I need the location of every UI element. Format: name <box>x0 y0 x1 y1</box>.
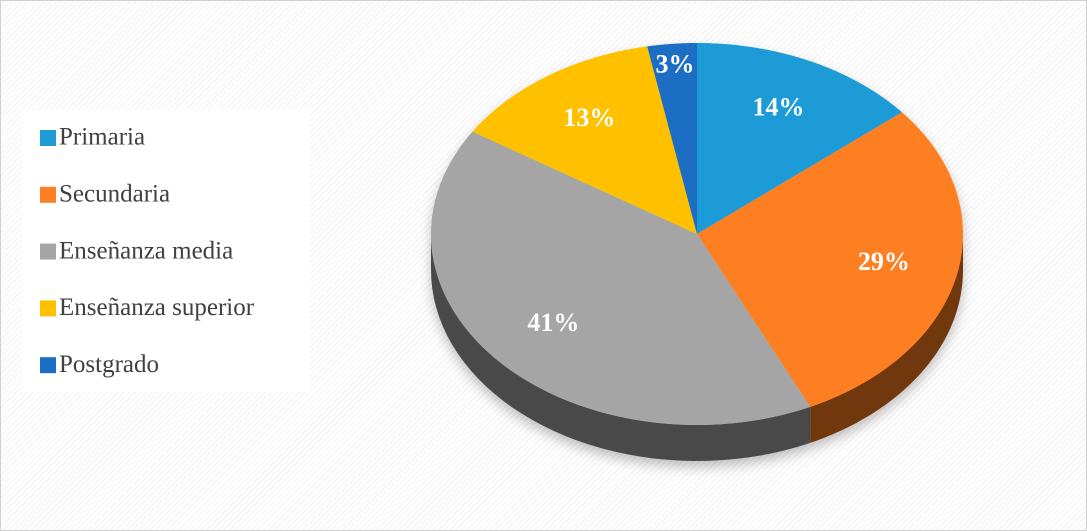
slice <box>431 131 811 425</box>
data-label: 13% <box>563 103 615 132</box>
slice-side <box>431 234 811 461</box>
legend-label: Enseñanza superior <box>59 294 255 321</box>
slice <box>647 43 697 234</box>
legend-swatch <box>40 130 56 146</box>
legend-swatch <box>40 243 56 260</box>
data-label: 14% <box>753 93 805 122</box>
data-label: 41% <box>527 308 579 337</box>
data-label: 29% <box>858 247 910 276</box>
pie <box>431 43 963 461</box>
legend-swatch <box>40 357 56 374</box>
slice <box>697 112 963 407</box>
slice <box>472 46 697 235</box>
legend: Primaria Secundaria Enseñanza media Enseñan… <box>40 124 255 378</box>
legend-swatch <box>40 186 56 203</box>
slice-side <box>810 234 963 443</box>
slice <box>697 43 902 234</box>
legend-box <box>22 110 310 392</box>
legend-label: Enseñanza media <box>59 237 233 264</box>
legend-label: Primaria <box>59 124 145 151</box>
legend-swatch <box>40 300 56 317</box>
legend-label: Postgrado <box>59 351 159 378</box>
data-label: 3% <box>655 50 694 79</box>
legend-label: Secundaria <box>59 181 170 208</box>
